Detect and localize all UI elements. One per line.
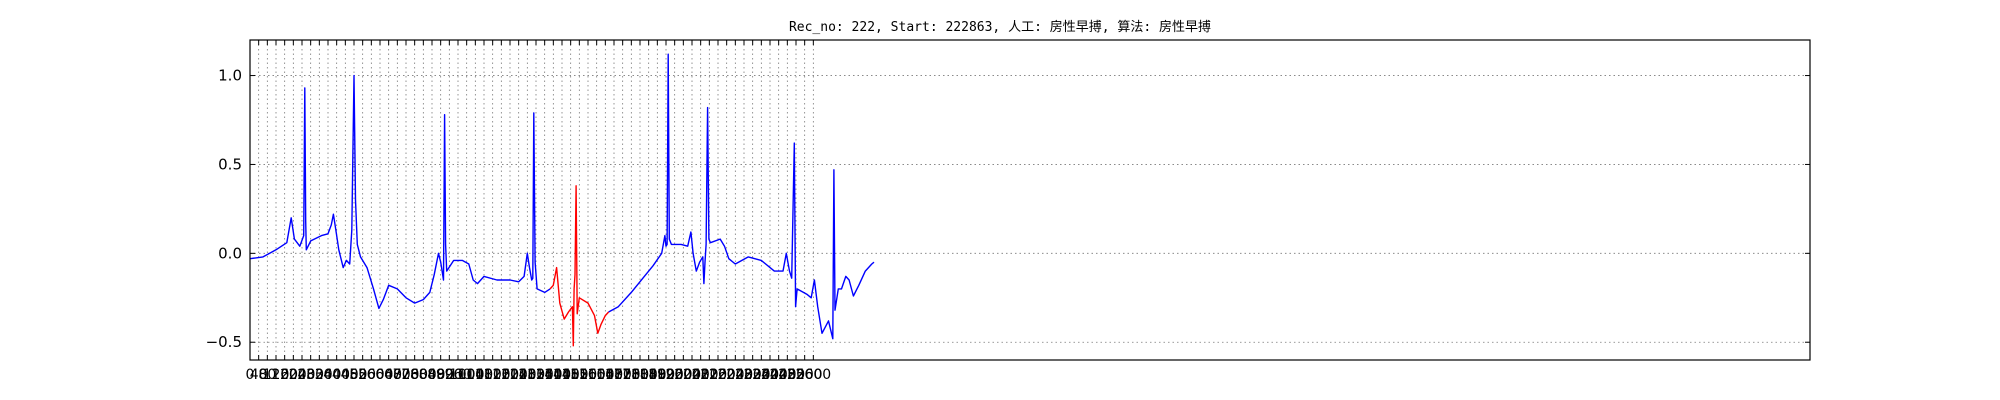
x-tick-label: 1960: [657, 367, 693, 383]
x-tick-label: 1120: [475, 367, 511, 383]
ecg-segment-1: [249, 74, 551, 310]
x-tick-label: 880: [427, 367, 454, 383]
x-tick-label: 80: [258, 367, 276, 383]
x-tick-label: 2240: [718, 367, 754, 383]
x-tick-label: 2480: [770, 367, 806, 383]
x-tick-label: 800: [410, 367, 437, 383]
x-tick-label: 1400: [536, 367, 572, 383]
x-tick-label: 360: [315, 367, 342, 383]
x-tick-label: 1880: [640, 367, 676, 383]
x-tick-label: 2040: [674, 367, 710, 383]
x-tick-label: 1480: [553, 367, 589, 383]
x-tick-label: 680: [384, 367, 411, 383]
x-tick-label: 1560: [570, 367, 606, 383]
y-tick-label: 1.0: [218, 67, 242, 85]
ecg-traces: [249, 53, 875, 347]
x-tick-label: 1200: [492, 367, 528, 383]
plot-frame: [249, 39, 1811, 361]
x-axis: 0408012016020024028032036040044048052056…: [246, 40, 832, 383]
x-tick-label: 120: [263, 367, 290, 383]
x-tick-label: 1040: [458, 367, 494, 383]
y-tick-label: 0.0: [218, 244, 242, 262]
y-axis: −0.5 0.0 0.5 1.0: [206, 67, 1810, 351]
x-tick-label: 2360: [744, 367, 780, 383]
x-tick-label: 720: [393, 367, 420, 383]
x-tick-label: 2600: [796, 367, 832, 383]
x-tick-label: 1240: [501, 367, 537, 383]
y-tick-label: −0.5: [206, 333, 242, 351]
x-tick-label: 280: [297, 367, 324, 383]
x-tick-label: 2560: [787, 367, 823, 383]
x-tick-label: 1520: [562, 367, 598, 383]
x-tick-label: 2520: [778, 367, 814, 383]
x-tick-label: 2160: [700, 367, 736, 383]
x-tick-label: 480: [341, 367, 368, 383]
x-tick-label: 1080: [466, 367, 502, 383]
x-tick-label: 2400: [752, 367, 788, 383]
x-tick-label: 40: [250, 367, 268, 383]
x-tick-label: 960: [445, 367, 472, 383]
x-tick-label: 2320: [735, 367, 771, 383]
x-tick-label: 1920: [648, 367, 684, 383]
x-tick-label: 2200: [709, 367, 745, 383]
x-tick-label: 1720: [605, 367, 641, 383]
x-tick-label: 400: [323, 367, 350, 383]
x-tick-label: 200: [280, 367, 307, 383]
x-tick-label: 0: [246, 367, 255, 383]
x-tick-label: 1640: [588, 367, 624, 383]
x-tick-label: 1840: [631, 367, 667, 383]
x-tick-label: 440: [332, 367, 359, 383]
x-tick-label: 1800: [622, 367, 658, 383]
chart-title: Rec_no: 222, Start: 222863, 人工: 房性早搏, 算法…: [789, 19, 1211, 35]
ecg-segment-2: [549, 185, 610, 347]
x-tick-label: 1440: [544, 367, 580, 383]
x-tick-label: 560: [358, 367, 385, 383]
x-tick-label: 1000: [449, 367, 485, 383]
x-tick-label: 1160: [484, 367, 520, 383]
x-tick-label: 1360: [527, 367, 563, 383]
y-tick-label: 0.5: [218, 155, 242, 173]
x-tick-label: 920: [436, 367, 463, 383]
x-tick-label: 1280: [510, 367, 546, 383]
x-tick-label: 840: [419, 367, 446, 383]
x-tick-label: 1320: [518, 367, 554, 383]
x-tick-label: 2000: [666, 367, 702, 383]
x-tick-label: 160: [271, 367, 298, 383]
x-tick-label: 240: [289, 367, 316, 383]
x-tick-label: 600: [367, 367, 394, 383]
x-tick-label: 1600: [579, 367, 615, 383]
x-tick-label: 2440: [761, 367, 797, 383]
x-tick-label: 1680: [596, 367, 632, 383]
x-tick-label: 320: [306, 367, 333, 383]
x-tick-label: 640: [375, 367, 402, 383]
x-tick-label: 760: [401, 367, 428, 383]
x-tick-label: 520: [349, 367, 376, 383]
x-tick-label: 1760: [614, 367, 650, 383]
x-tick-label: 2080: [683, 367, 719, 383]
ecg-segment-3: [608, 53, 875, 340]
x-tick-label: 2120: [692, 367, 728, 383]
x-tick-label: 2280: [726, 367, 762, 383]
